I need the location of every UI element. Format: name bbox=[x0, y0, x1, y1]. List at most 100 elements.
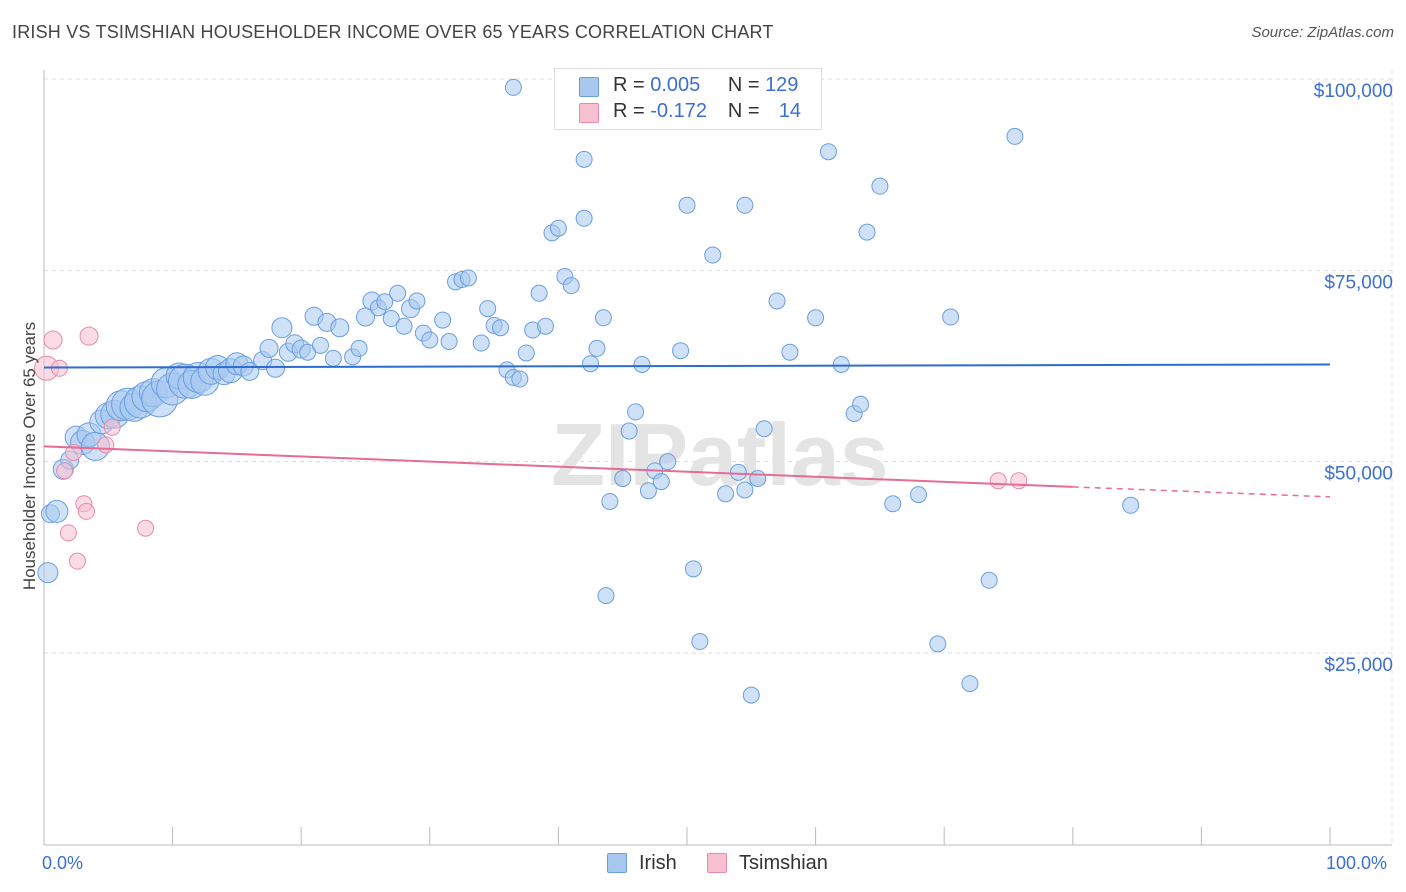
irish-point bbox=[961, 675, 979, 693]
irish-point bbox=[271, 317, 293, 339]
legend-text-tsimshian: R = -0.172 N = 14 bbox=[613, 100, 801, 123]
irish-point bbox=[582, 355, 600, 373]
tsimshian-point bbox=[43, 330, 63, 350]
legend-swatch-irish bbox=[607, 853, 627, 873]
irish-point bbox=[530, 284, 548, 302]
irish-point bbox=[408, 292, 426, 310]
irish-point bbox=[742, 686, 760, 704]
chart-title: IRISH VS TSIMSHIAN HOUSEHOLDER INCOME OV… bbox=[12, 22, 774, 42]
irish-point bbox=[356, 307, 375, 327]
irish-point bbox=[781, 343, 799, 361]
irish-point bbox=[614, 470, 632, 488]
irish-point bbox=[942, 308, 960, 326]
irish-point bbox=[909, 486, 927, 504]
series-legend: Irish Tsimshian bbox=[0, 852, 1406, 876]
legend-text-irish: R = 0.005 N = 129 bbox=[613, 74, 798, 97]
irish-point bbox=[440, 333, 458, 351]
correlation-legend: R = 0.005 N = 129 R = -0.172 N = 14 bbox=[554, 68, 822, 130]
irish-point bbox=[691, 633, 709, 651]
irish-point bbox=[382, 310, 400, 328]
irish-point bbox=[980, 571, 998, 589]
irish-point bbox=[504, 78, 522, 96]
irish-point bbox=[330, 318, 350, 338]
irish-point bbox=[819, 143, 837, 161]
irish-point bbox=[37, 562, 59, 584]
irish-point bbox=[562, 277, 580, 295]
tsimshian-point bbox=[989, 472, 1007, 490]
irish-point bbox=[929, 635, 947, 653]
source-credit: Source: ZipAtlas.com bbox=[1251, 24, 1394, 41]
irish-point bbox=[633, 355, 651, 373]
irish-point bbox=[324, 349, 342, 367]
irish-point bbox=[639, 482, 657, 500]
legend-label-irish: Irish bbox=[639, 852, 677, 874]
irish-point bbox=[265, 358, 285, 378]
irish-point bbox=[749, 470, 767, 488]
irish-point bbox=[652, 473, 670, 491]
irish-point bbox=[684, 560, 702, 578]
x-tick-label-min: 0.0% bbox=[42, 853, 84, 873]
irish-point bbox=[736, 481, 754, 499]
irish-point bbox=[395, 317, 413, 335]
irish-point bbox=[575, 209, 593, 227]
y-tick-labels: $25,000 $50,000 $75,000 $100,000 bbox=[1314, 81, 1393, 676]
irish-point bbox=[376, 293, 394, 311]
irish-point bbox=[588, 339, 606, 357]
trend-lines bbox=[43, 363, 1331, 498]
irish-point bbox=[575, 150, 593, 168]
tsimshian-point bbox=[1010, 472, 1028, 490]
legend-swatch-tsimshian bbox=[579, 103, 599, 123]
irish-point bbox=[517, 344, 535, 362]
legend-label-tsimshian: Tsimshian bbox=[739, 852, 828, 874]
irish-point bbox=[1122, 496, 1140, 514]
irish-point bbox=[678, 196, 696, 214]
irish-point bbox=[832, 355, 850, 373]
irish-point bbox=[259, 338, 279, 358]
r-value: -0.172 bbox=[650, 100, 707, 122]
irish-point bbox=[768, 292, 786, 310]
n-value: 14 bbox=[778, 100, 802, 122]
irish-point bbox=[472, 334, 490, 352]
irish-point bbox=[871, 177, 889, 195]
y-axis-label: Householder Income Over 65 years bbox=[20, 321, 39, 591]
r-value: 0.005 bbox=[650, 74, 701, 96]
tsimshian-point bbox=[77, 502, 95, 520]
irish-point bbox=[601, 492, 619, 510]
tsimshian-trend-line bbox=[43, 445, 1073, 488]
irish-point bbox=[672, 342, 690, 360]
irish-point bbox=[479, 300, 497, 318]
irish-point bbox=[597, 587, 615, 605]
irish-point bbox=[729, 463, 747, 481]
legend-swatch-tsimshian bbox=[707, 853, 727, 873]
irish-point bbox=[807, 309, 825, 327]
irish-point bbox=[659, 453, 677, 471]
data-points bbox=[34, 78, 1140, 704]
irish-point bbox=[884, 495, 902, 513]
irish-point bbox=[704, 246, 722, 264]
x-tick-label-max: 100.0% bbox=[1326, 853, 1388, 873]
axes bbox=[43, 70, 1392, 846]
y-tick-label: $50,000 bbox=[1324, 464, 1393, 485]
tsimshian-point bbox=[137, 519, 155, 537]
irish-point bbox=[717, 485, 735, 503]
n-label: N = bbox=[727, 74, 760, 96]
irish-point bbox=[459, 269, 477, 287]
irish-point bbox=[1006, 127, 1024, 145]
tsimshian-point bbox=[79, 326, 99, 346]
irish-point bbox=[852, 395, 870, 413]
tsimshian-point bbox=[68, 552, 86, 570]
irish-point bbox=[389, 284, 407, 302]
n-label: N = bbox=[727, 100, 760, 122]
r-label: R = bbox=[613, 100, 645, 122]
irish-trend-line bbox=[43, 363, 1331, 369]
tsimshian-point bbox=[97, 436, 115, 454]
irish-point bbox=[627, 403, 645, 421]
irish-point bbox=[311, 336, 329, 354]
r-label: R = bbox=[613, 74, 645, 96]
y-tick-label: $100,000 bbox=[1314, 81, 1393, 102]
irish-point bbox=[736, 196, 754, 214]
irish-point bbox=[434, 311, 452, 329]
tsimshian-point bbox=[103, 418, 121, 436]
irish-point bbox=[350, 339, 368, 357]
